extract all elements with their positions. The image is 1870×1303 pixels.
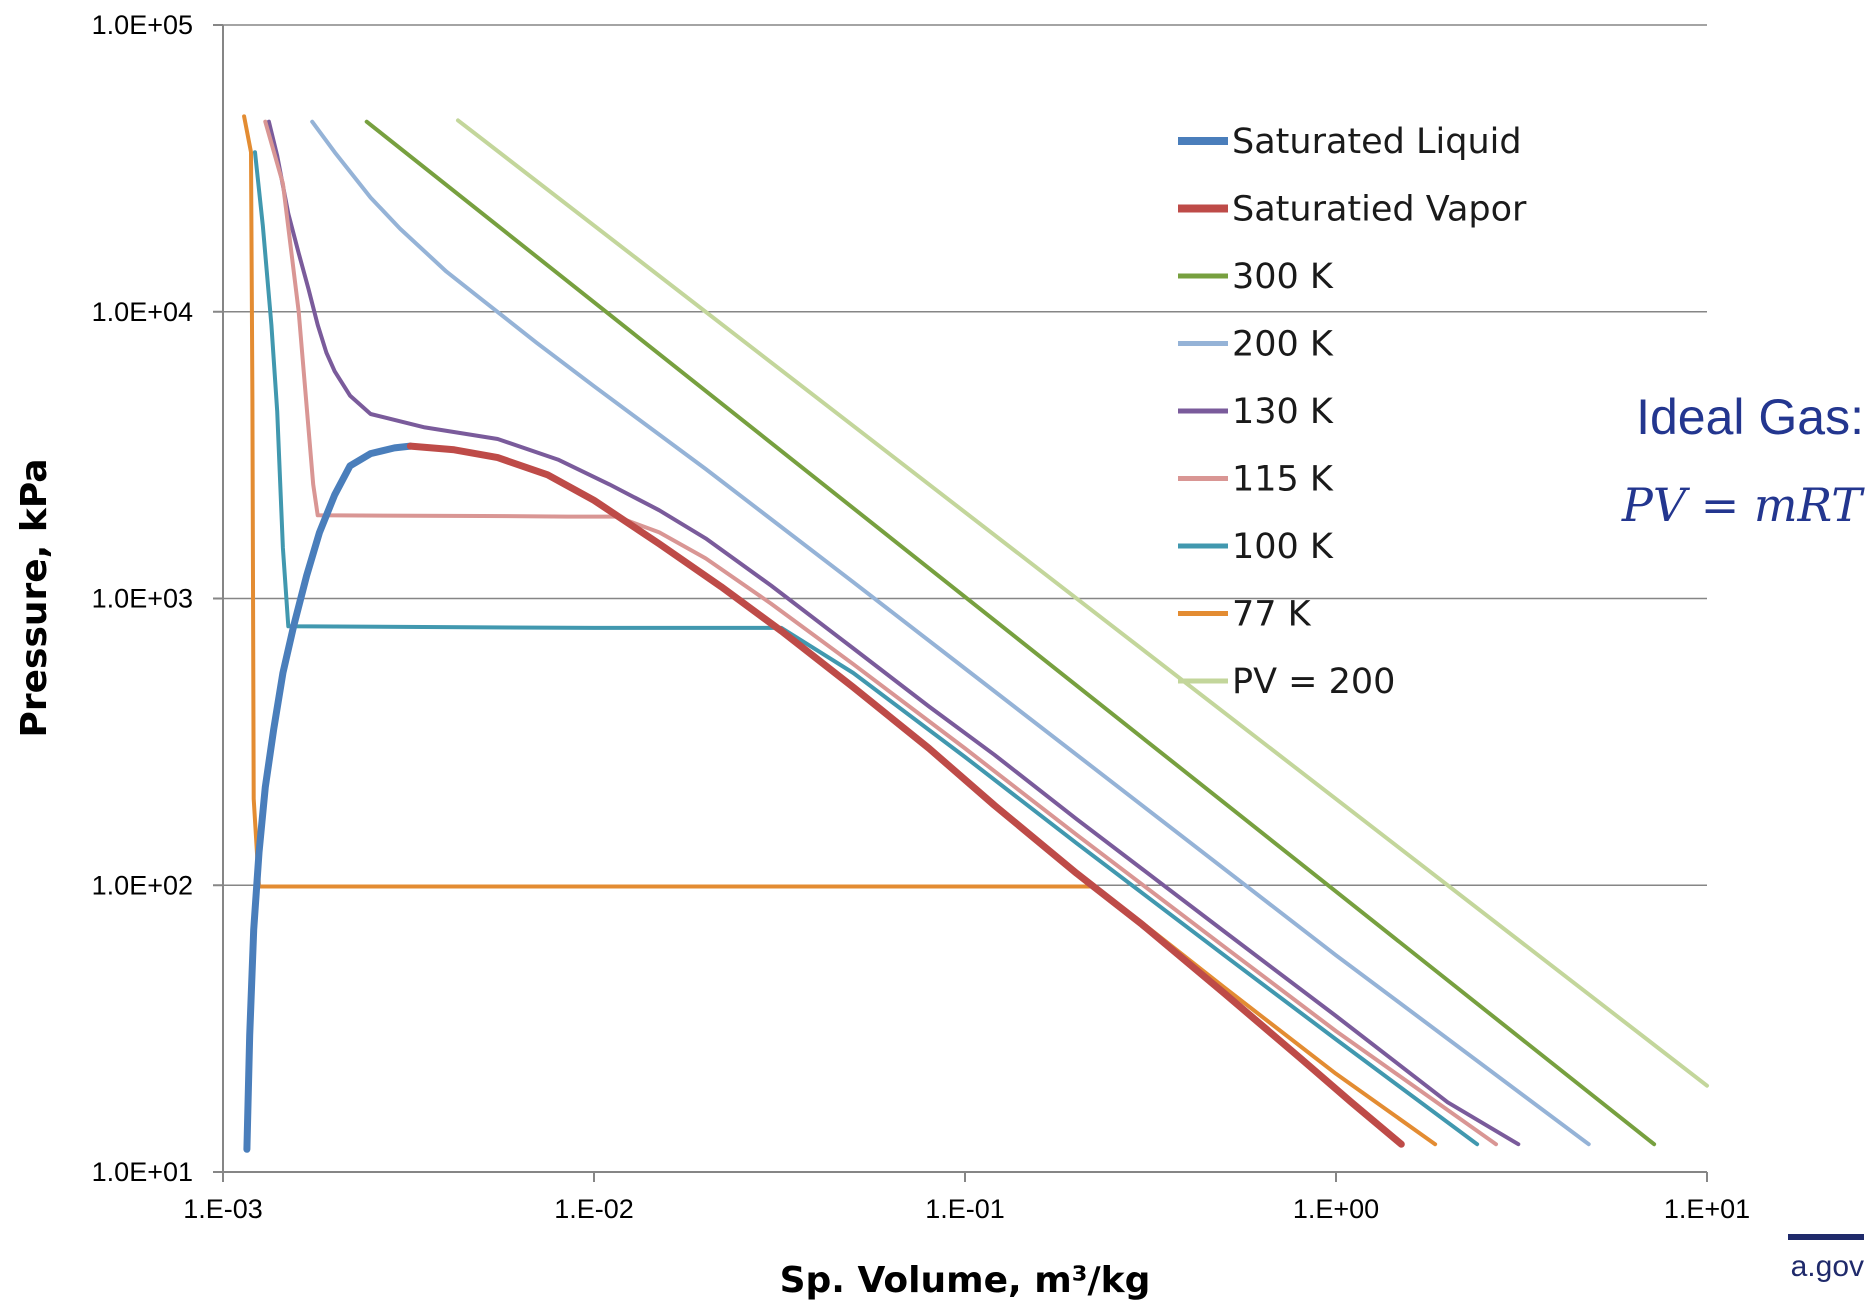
x-tick-label: 1.E-02 (554, 1194, 634, 1224)
series-line-130-k (266, 119, 1521, 1147)
legend-label-300-k: 300 K (1232, 257, 1334, 297)
tick-labels: 1.0E+01 1.0E+02 1.0E+03 1.0E+04 1.0E+05 1.E-0… (92, 10, 1751, 1224)
footer-text: a.gov (1790, 1250, 1864, 1283)
series-line-pv-200 (456, 118, 1709, 1088)
y-tick-label: 1.0E+01 (92, 1157, 193, 1187)
series-line-saturated-liquid (243, 442, 414, 1153)
legend-label-saturated-liquid: Saturated Liquid (1232, 122, 1522, 162)
legend-label-115-k: 115 K (1232, 460, 1334, 500)
legend-label-77-k: 77 K (1232, 595, 1312, 635)
x-tick-label: 1.E-03 (183, 1194, 263, 1224)
legend-label-saturatied-vapor: Saturatied Vapor (1232, 190, 1527, 230)
y-tick-label: 1.0E+05 (92, 10, 193, 40)
legend: Saturated Liquid Saturatied Vapor 300 K 200… (1178, 122, 1527, 702)
y-tick-label: 1.0E+04 (92, 297, 193, 327)
y-tick-label: 1.0E+03 (92, 584, 193, 614)
series-line-100-k (253, 150, 1480, 1147)
footer-bar (1788, 1234, 1864, 1240)
legend-label-130-k: 130 K (1232, 392, 1334, 432)
series-line-300-k (364, 119, 1657, 1147)
y-axis-title: Pressure, kPa (14, 458, 55, 737)
ideal-gas-equation: PV = mRT (1621, 478, 1862, 532)
x-tick-label: 1.E+01 (1664, 1194, 1750, 1224)
ideal-gas-title: Ideal Gas: (1636, 389, 1864, 445)
x-tick-label: 1.E+00 (1293, 1194, 1379, 1224)
y-tick-label: 1.0E+02 (92, 870, 193, 900)
x-tick-label: 1.E-01 (925, 1194, 1005, 1224)
series-line-115-k (263, 119, 1498, 1147)
legend-label-200-k: 200 K (1232, 325, 1334, 365)
series-line-77-k (242, 114, 1438, 1147)
series-line-saturatied-vapor (406, 442, 1405, 1148)
series-line-200-k (310, 119, 1591, 1147)
x-axis-title: Sp. Volume, m³/kg (780, 1260, 1151, 1301)
series-layer (242, 114, 1709, 1153)
legend-label-100-k: 100 K (1232, 527, 1334, 567)
legend-label-pv-200: PV = 200 (1232, 662, 1395, 702)
